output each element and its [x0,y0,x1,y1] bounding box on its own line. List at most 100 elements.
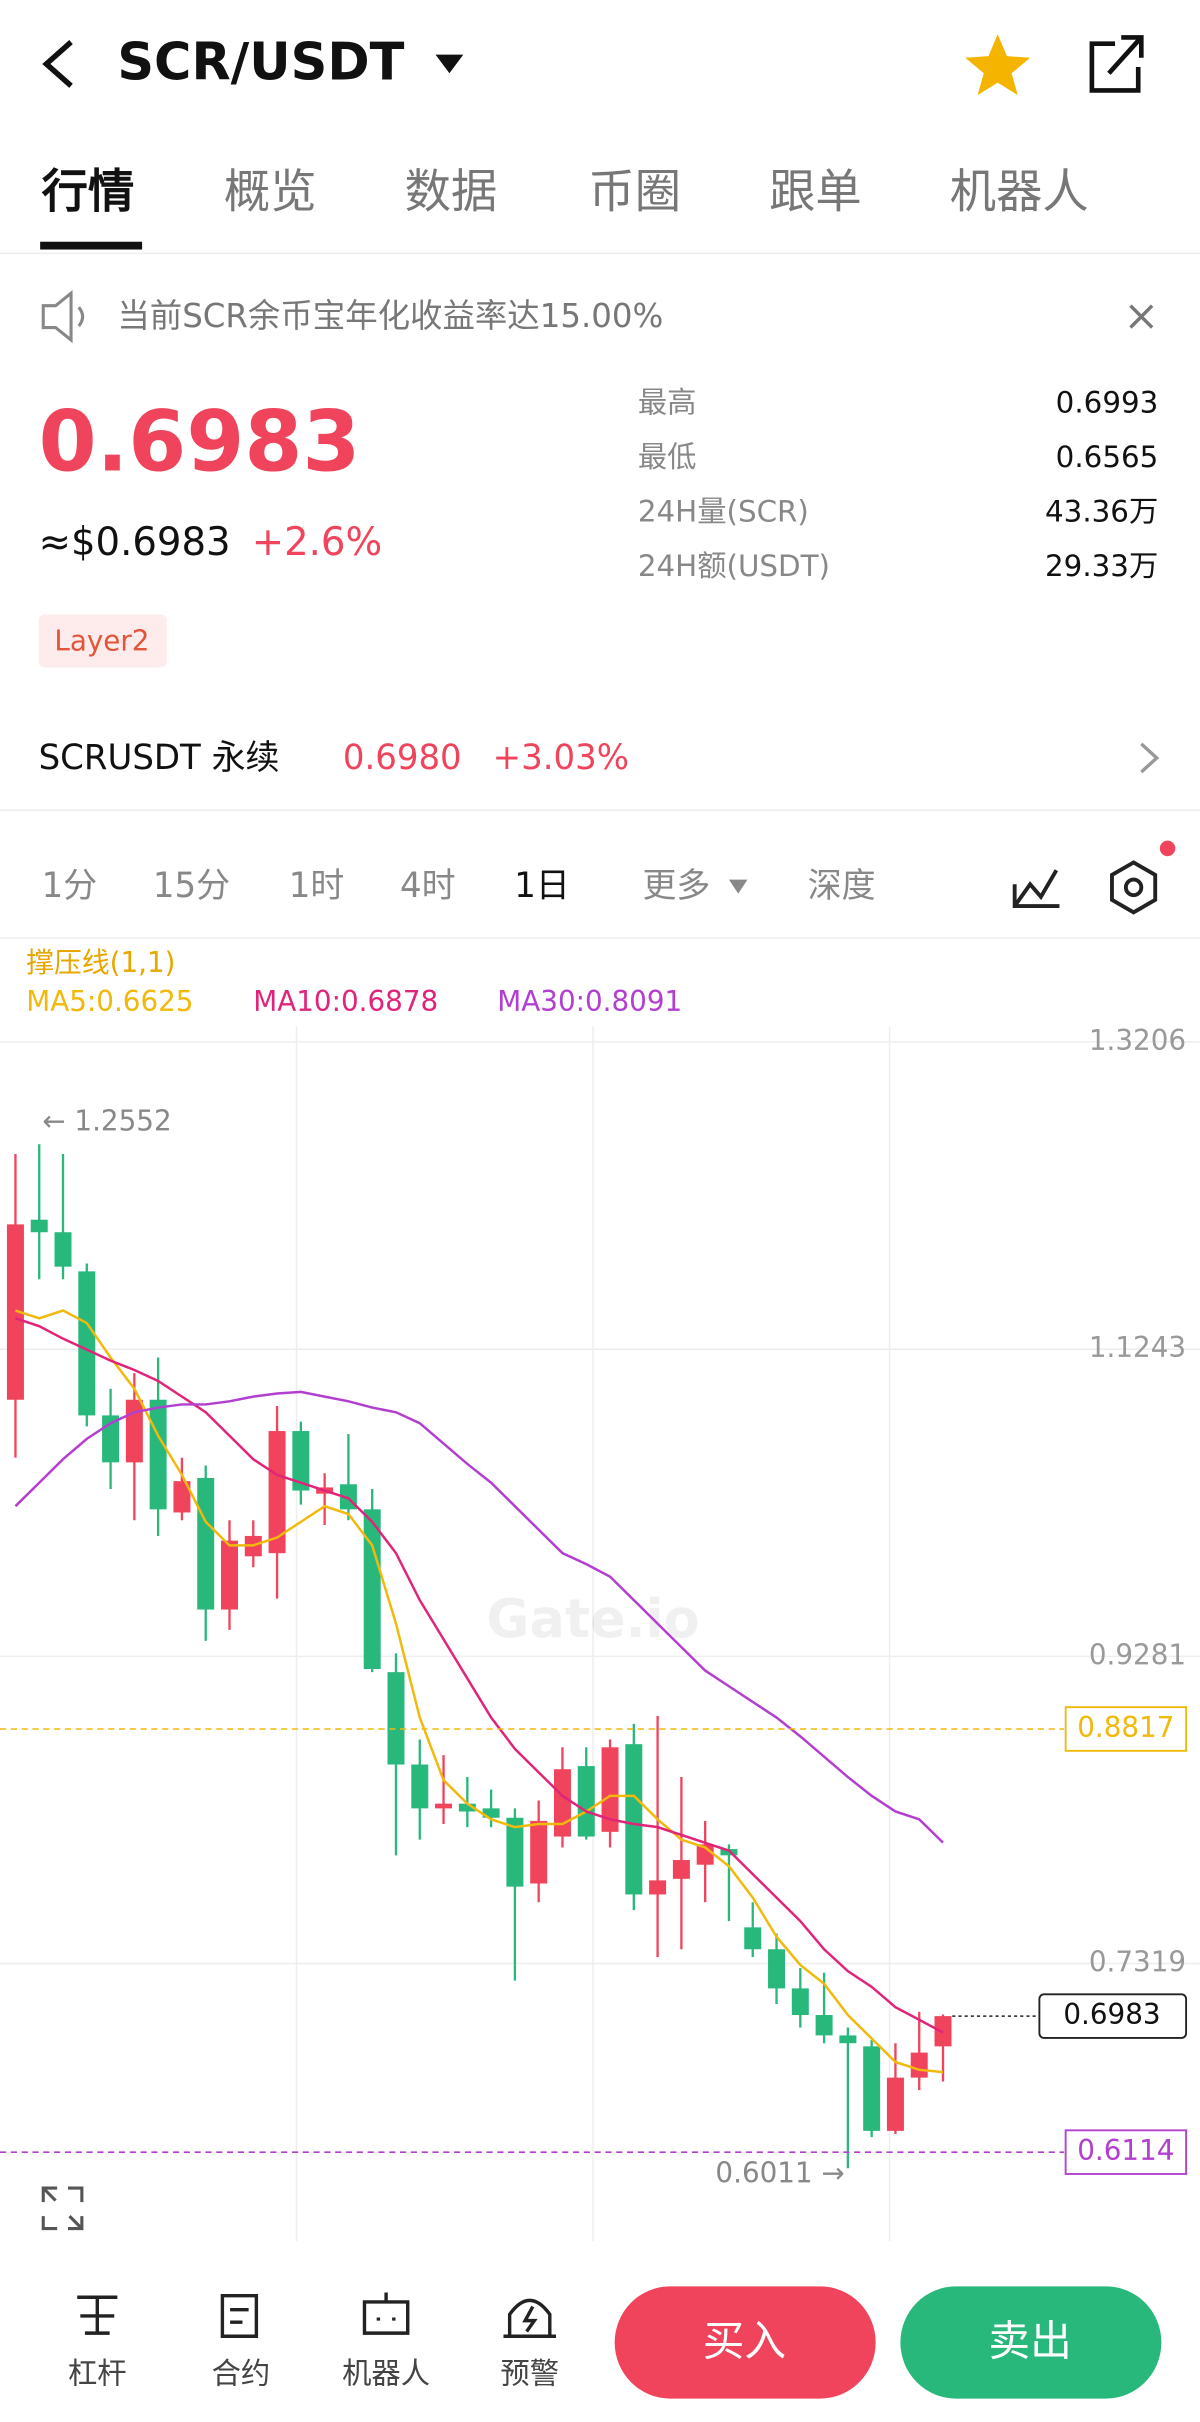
tab[interactable]: 跟单 [769,164,862,218]
timeframe[interactable]: 深度 [808,866,876,906]
last-price: 0.6983 [39,392,361,490]
candle-body [197,1478,215,1610]
notice-text[interactable]: 当前SCR余币宝年化收益率达15.00% [117,297,663,335]
extreme-annotation: 0.6011 → [715,2156,844,2189]
stat-label: 24H量(SCR) [638,495,809,529]
candle-body [387,1672,405,1765]
candle-body [649,1880,667,1895]
watermark: Gate.io [486,1589,699,1650]
nav-label[interactable]: 合约 [212,2357,271,2391]
buy-button[interactable] [614,2286,876,2399]
candle-body [886,2077,904,2131]
y-tick-label: 0.7319 [1089,1945,1186,1978]
candle-body [863,2046,881,2131]
favorite-star[interactable] [965,34,1031,96]
candle-body [292,1431,310,1491]
notification-dot [1159,840,1176,857]
ma-line [15,1317,944,2034]
level-label: 0.8817 [1077,1711,1174,1744]
extreme-annotation: ← 1.2552 [42,1104,171,1137]
candle-body [672,1860,690,1879]
candle-body [125,1399,143,1463]
candle-body [768,1949,786,1989]
pair-dropdown[interactable] [435,54,464,74]
legend-entry: MA10:0.6878 [253,985,438,1018]
tag[interactable]: Layer2 [54,624,149,657]
last-price-label: 0.6983 [1063,1998,1160,2031]
level-box [1064,1706,1188,1752]
ma-line [15,1309,944,2074]
timeframe[interactable]: 1分 [42,866,98,906]
nav-icons [77,2292,556,2338]
stat-label: 最高 [638,385,697,419]
candle-body [6,1224,24,1400]
candle-body [839,2035,857,2044]
back-button[interactable] [42,40,73,88]
more-arrow [728,879,748,894]
settings-icon[interactable] [1110,860,1158,915]
candle-body [149,1399,167,1510]
candle-body [553,1769,571,1837]
perp-name[interactable]: SCRUSDT 永续 [39,738,280,778]
candle-body [530,1820,548,1884]
tab[interactable]: 币圈 [588,164,681,218]
timeframe[interactable]: 15分 [153,866,230,906]
stat-value: 43.36万 [1045,495,1158,529]
tab[interactable]: 数据 [405,164,498,218]
pair-title[interactable]: SCR/USDT [117,32,404,92]
chart-type-icon[interactable] [1012,869,1060,909]
buy-label[interactable]: 买入 [703,2316,786,2365]
candle-body [577,1766,595,1837]
candle-body [435,1803,453,1809]
ma-line [14,1390,944,1844]
candle-body [744,1927,762,1950]
candle-body [506,1817,524,1887]
candle-body [601,1747,619,1832]
stat-value: 29.33万 [1045,549,1158,583]
nav-label[interactable]: 预警 [500,2357,559,2391]
nav-label[interactable]: 机器人 [342,2357,430,2391]
candle-body [173,1481,191,1513]
legend-entry: MA5:0.6625 [26,985,193,1018]
nav-label[interactable]: 杠杆 [68,2357,127,2391]
price-change: +2.6% [252,520,382,565]
divider [0,809,1200,811]
tab[interactable]: 行情 [42,164,135,218]
active-tab-indicator [40,241,143,250]
perp-chevron[interactable] [1140,742,1160,774]
tab[interactable]: 概览 [224,164,317,218]
candle-body [791,1988,809,2016]
stat-value: 0.6993 [1056,385,1159,419]
stat-label: 最低 [638,440,697,474]
sell-label[interactable]: 卖出 [988,2316,1071,2365]
settings-icon-center [1123,877,1144,898]
timeframe[interactable]: 1日 [514,866,570,906]
y-tick-label: 1.1243 [1089,1331,1186,1364]
candle-body [411,1764,429,1809]
divider [0,937,1200,939]
candle-body [910,2052,928,2078]
timeframe[interactable]: 4时 [400,866,456,906]
timeframe[interactable]: 1时 [289,866,345,906]
sell-button[interactable] [900,2286,1162,2399]
timeframe[interactable]: 更多 [642,866,710,906]
perp-change: +3.03% [493,738,629,778]
candle-body [78,1271,96,1416]
candle-body [458,1803,476,1812]
divider [0,252,1200,255]
candle-body [30,1219,48,1233]
y-tick-label: 0.9281 [1089,1638,1186,1671]
candle-body [815,2015,833,2036]
candle-body [625,1744,643,1895]
candle-body [54,1232,72,1267]
candle-body [268,1431,286,1554]
fullscreen-icon[interactable] [41,2186,84,2231]
tab[interactable]: 机器人 [950,164,1089,218]
stat-value: 0.6565 [1056,440,1159,474]
share-button[interactable] [1089,35,1144,93]
notice-close[interactable] [1129,304,1154,329]
y-tick-label: 1.3206 [1089,1024,1186,1057]
legend-entry: MA30:0.8091 [497,985,682,1018]
